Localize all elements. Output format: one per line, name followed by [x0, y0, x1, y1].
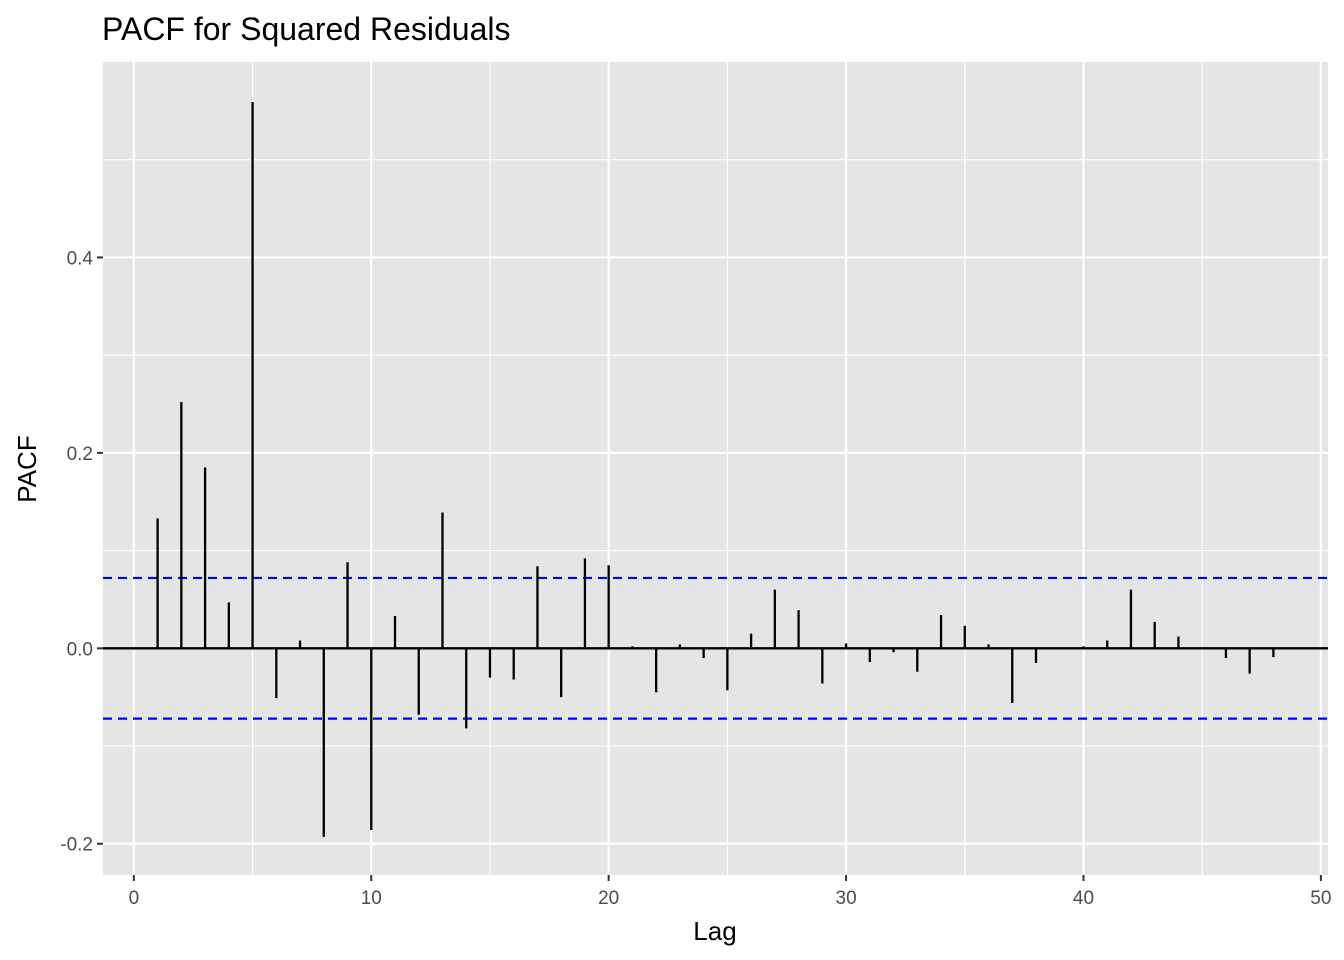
x-tick-label: 20 [598, 888, 619, 909]
x-tick-label: 50 [1310, 888, 1331, 909]
minor-grid-lines [103, 62, 1328, 875]
y-axis-title: PACF [12, 435, 42, 502]
y-tick-label: 0.0 [67, 639, 93, 660]
confidence-bounds [103, 576, 1328, 720]
x-tick-label: 30 [836, 888, 857, 909]
y-tick-label: 0.2 [67, 444, 93, 465]
y-axis: -0.2 0.0 0.2 0.4 [60, 248, 103, 856]
x-axis-title: Lag [693, 916, 736, 946]
x-tick-label: 0 [129, 888, 140, 909]
chart-title: PACF for Squared Residuals [102, 11, 510, 47]
x-tick-label: 40 [1073, 888, 1094, 909]
y-tick-label: -0.2 [60, 835, 93, 856]
x-axis: 0 10 20 30 40 50 [129, 875, 1331, 909]
pacf-bars [156, 102, 1275, 837]
plot-panel [103, 62, 1328, 875]
x-tick-label: 10 [361, 888, 382, 909]
y-tick-label: 0.4 [67, 248, 94, 269]
